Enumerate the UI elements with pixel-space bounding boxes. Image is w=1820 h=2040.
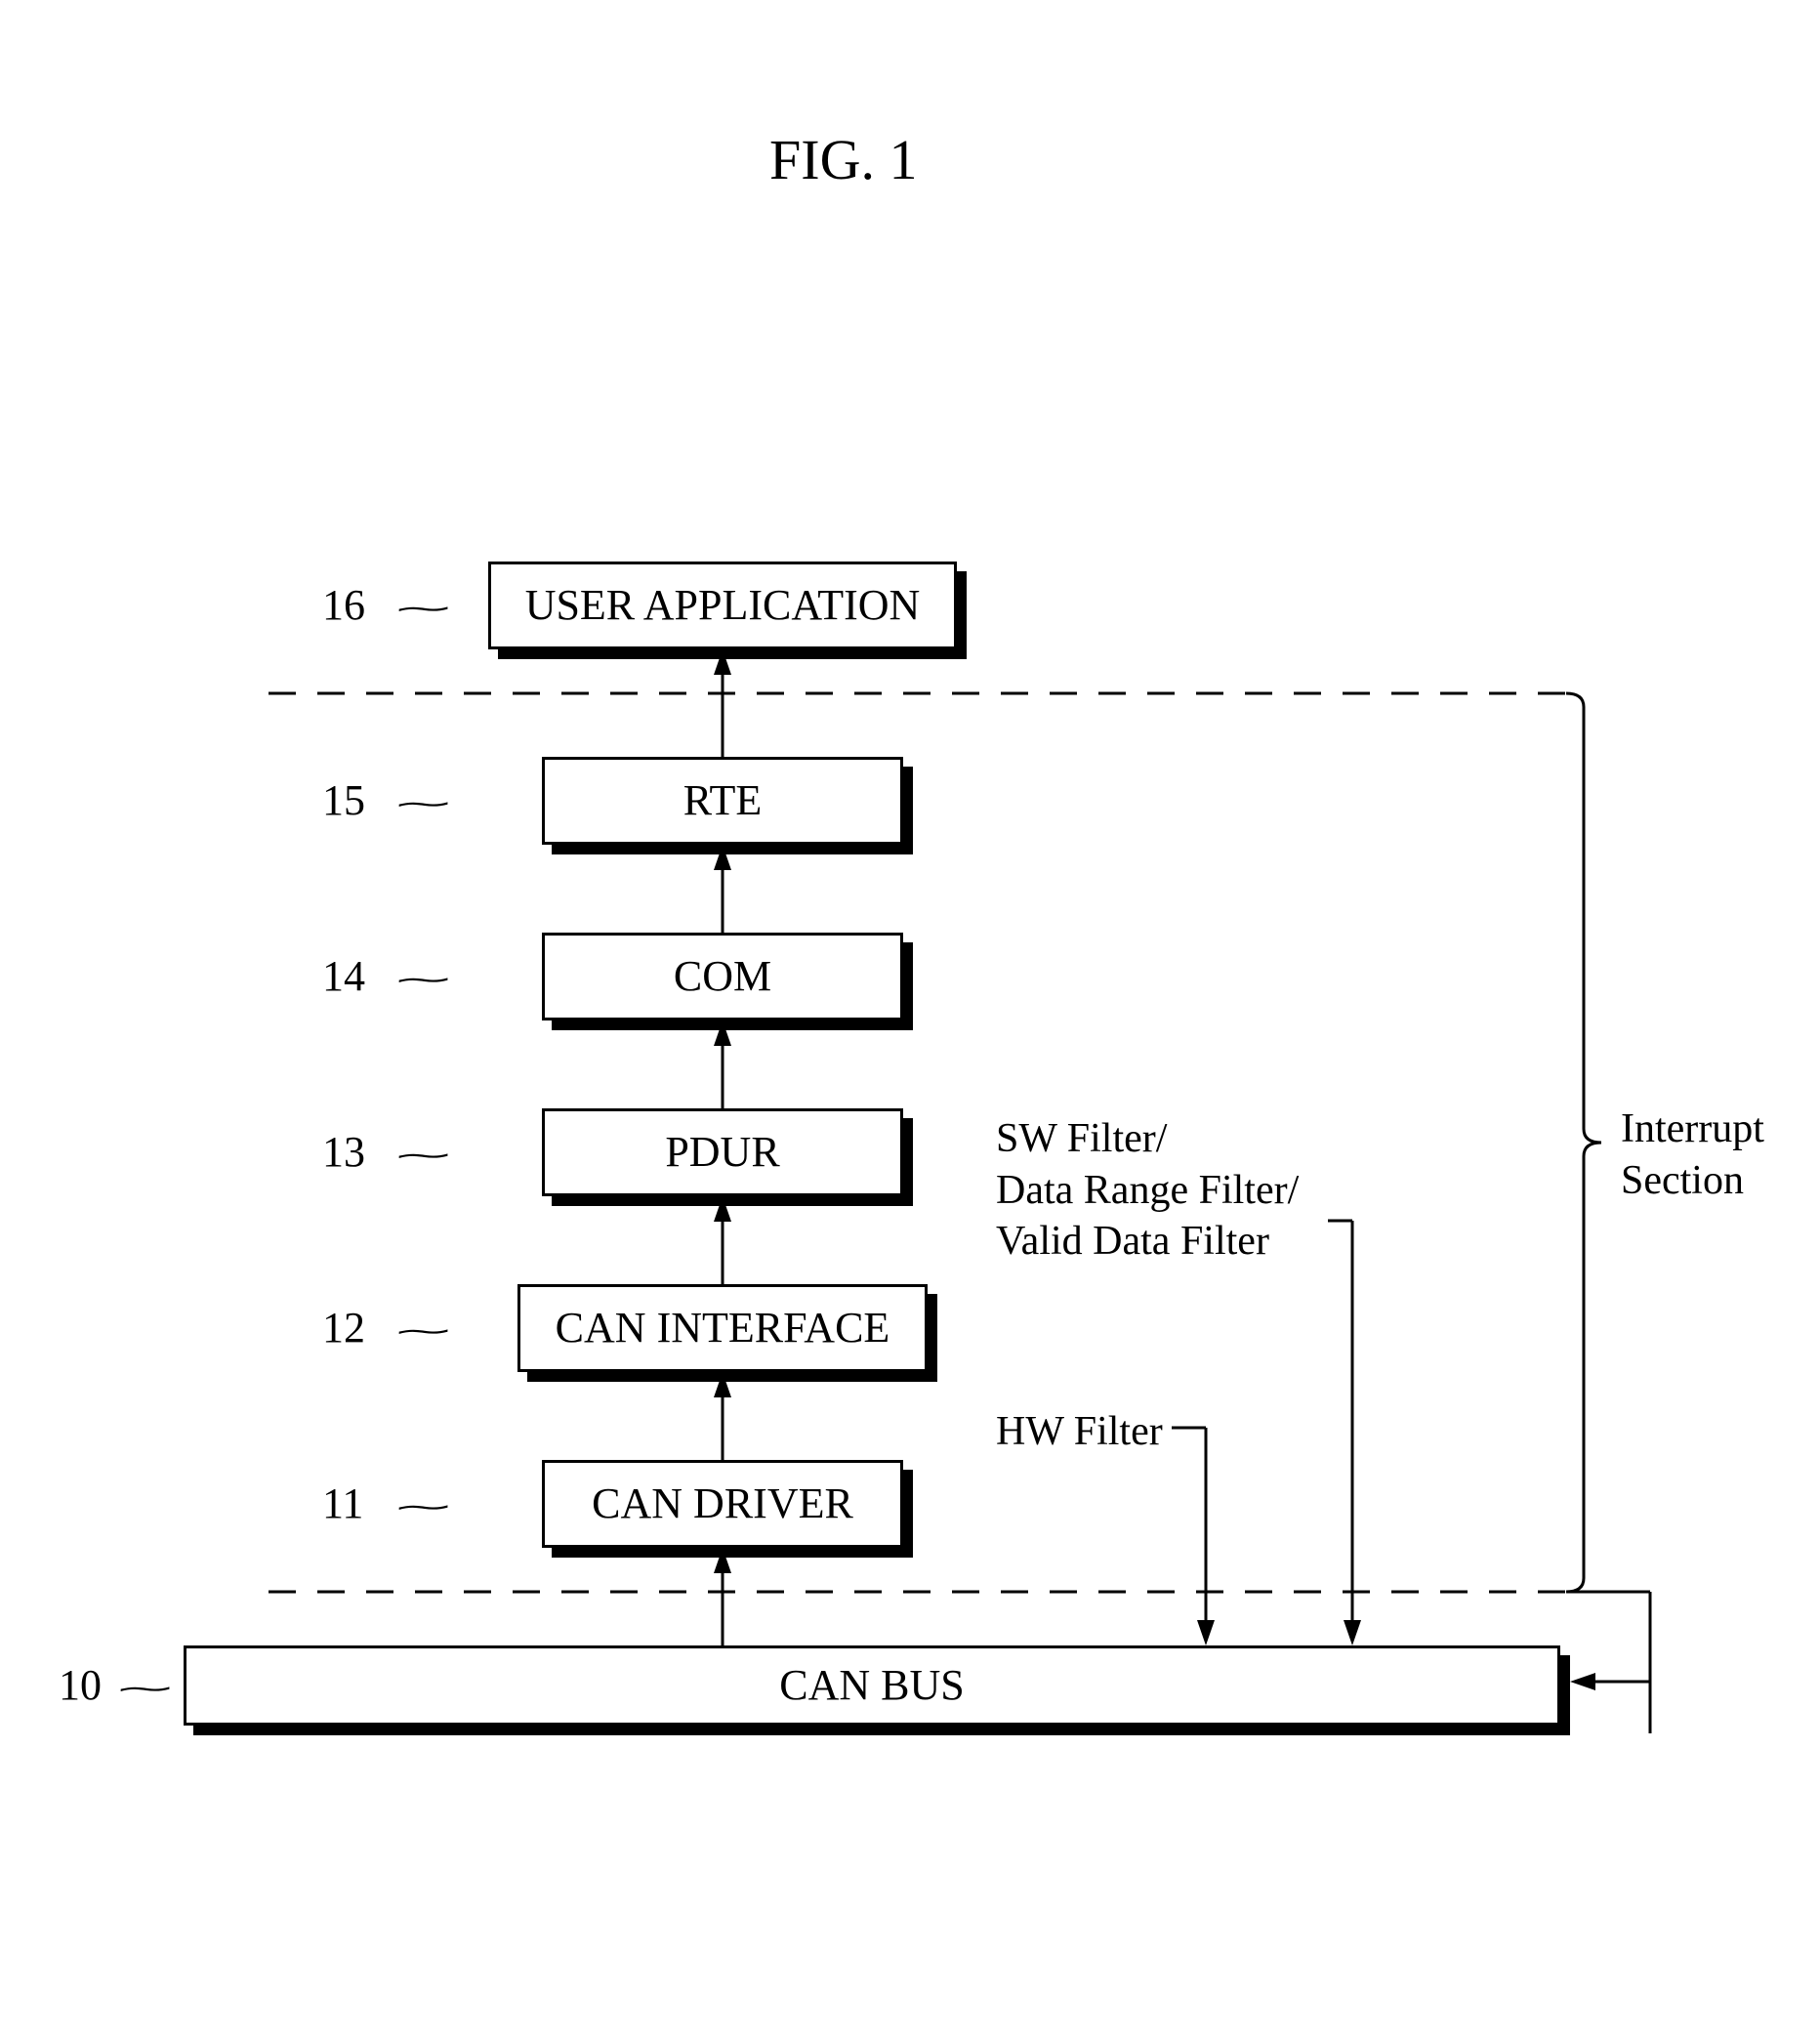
- box-label-can-driver: CAN DRIVER: [542, 1478, 903, 1528]
- box-label-com: COM: [542, 951, 903, 1001]
- ref-tilde-user-app: ∼: [391, 594, 455, 624]
- ref-com: 14: [322, 951, 365, 1001]
- figure-title: FIG. 1: [769, 127, 917, 192]
- ref-tilde-can-bus: ∼: [112, 1674, 177, 1704]
- box-label-can-if: CAN INTERFACE: [517, 1303, 928, 1353]
- annotation-interrupt-line: Interrupt: [1621, 1103, 1764, 1155]
- ref-pdur: 13: [322, 1127, 365, 1177]
- box-label-rte: RTE: [542, 775, 903, 825]
- annotation-interrupt-line: Section: [1621, 1155, 1764, 1207]
- annotation-hw-filter: HW Filter: [996, 1406, 1163, 1458]
- annotation-sw-filter-line: Valid Data Filter: [996, 1216, 1299, 1268]
- ref-tilde-can-driver: ∼: [391, 1492, 455, 1522]
- annotation-sw-filter-line: Data Range Filter/: [996, 1165, 1299, 1217]
- annotation-interrupt-section: InterruptSection: [1621, 1103, 1764, 1206]
- ref-tilde-pdur: ∼: [391, 1141, 455, 1171]
- box-label-user-app: USER APPLICATION: [488, 580, 957, 630]
- ref-user-app: 16: [322, 580, 365, 630]
- figure-page: FIG. 1 USER APPLICATION 16 ∼ RTE 15 ∼ COM 14 ∼ PD…: [0, 0, 1820, 2040]
- ref-rte: 15: [322, 775, 365, 825]
- ref-tilde-can-if: ∼: [391, 1316, 455, 1347]
- annotation-sw-filter-line: SW Filter/: [996, 1113, 1299, 1165]
- box-label-can-bus: CAN BUS: [184, 1660, 1560, 1710]
- ref-can-if: 12: [322, 1303, 365, 1353]
- box-label-pdur: PDUR: [542, 1127, 903, 1177]
- ref-can-bus: 10: [59, 1660, 102, 1710]
- ref-tilde-com: ∼: [391, 965, 455, 995]
- annotation-sw-filter: SW Filter/Data Range Filter/Valid Data F…: [996, 1113, 1299, 1268]
- ref-tilde-rte: ∼: [391, 789, 455, 819]
- ref-can-driver: 11: [322, 1478, 363, 1528]
